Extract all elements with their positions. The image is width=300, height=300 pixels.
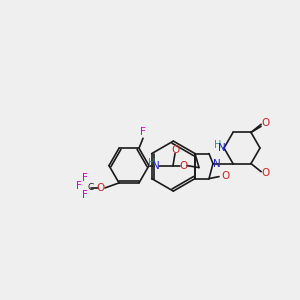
Text: C: C <box>88 183 94 192</box>
Text: H: H <box>148 158 156 168</box>
Text: O: O <box>179 160 187 171</box>
Text: N: N <box>213 159 221 169</box>
Text: O: O <box>171 145 179 154</box>
Text: F: F <box>76 181 82 191</box>
Text: F: F <box>140 127 146 137</box>
Text: N: N <box>218 143 226 153</box>
Text: F: F <box>82 173 88 183</box>
Text: O: O <box>261 118 269 128</box>
Text: O: O <box>221 171 229 181</box>
Text: O: O <box>97 183 105 193</box>
Text: N: N <box>152 160 160 171</box>
Text: H: H <box>214 140 222 150</box>
Text: O: O <box>261 168 269 178</box>
Text: F: F <box>82 190 88 200</box>
